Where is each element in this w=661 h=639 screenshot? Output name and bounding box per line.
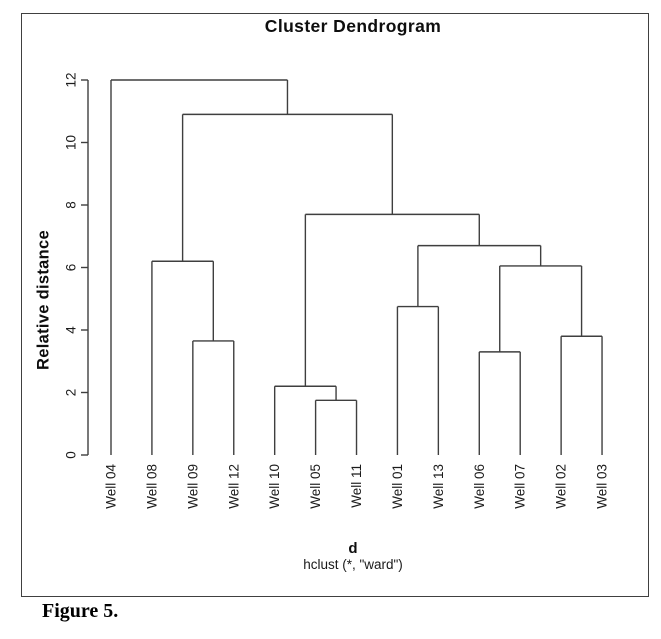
hclust-subtitle: hclust (*, "ward") — [303, 557, 403, 572]
chart-title: Cluster Dendrogram — [264, 16, 442, 36]
leaf-label: Well 13 — [431, 464, 446, 509]
y-tick-label: 2 — [64, 389, 79, 397]
y-tick-label: 10 — [64, 135, 79, 150]
leaf-label: Well 10 — [267, 464, 282, 509]
figure-border — [21, 13, 649, 597]
leaf-label: Well 04 — [104, 464, 119, 509]
leaf-label: Well 06 — [472, 464, 487, 509]
y-tick-label: 8 — [64, 201, 79, 209]
leaf-label: Well 08 — [144, 464, 159, 509]
y-tick-label: 6 — [64, 264, 79, 272]
y-tick-label: 0 — [64, 451, 79, 459]
leaf-label: Well 01 — [390, 464, 405, 509]
leaf-label: Well 02 — [554, 464, 569, 509]
leaf-label: Well 03 — [595, 464, 610, 509]
leaf-label: Well 07 — [513, 464, 528, 509]
leaf-label: Well 05 — [308, 464, 323, 509]
leaf-label: Well 09 — [185, 464, 200, 509]
y-tick-label: 4 — [64, 326, 79, 334]
leaf-label: Well 12 — [226, 464, 241, 509]
figure-caption: Figure 5. — [42, 600, 119, 622]
y-tick-label: 12 — [64, 72, 79, 87]
x-axis-label: d — [348, 540, 358, 557]
leaf-label: Well 11 — [349, 464, 364, 508]
